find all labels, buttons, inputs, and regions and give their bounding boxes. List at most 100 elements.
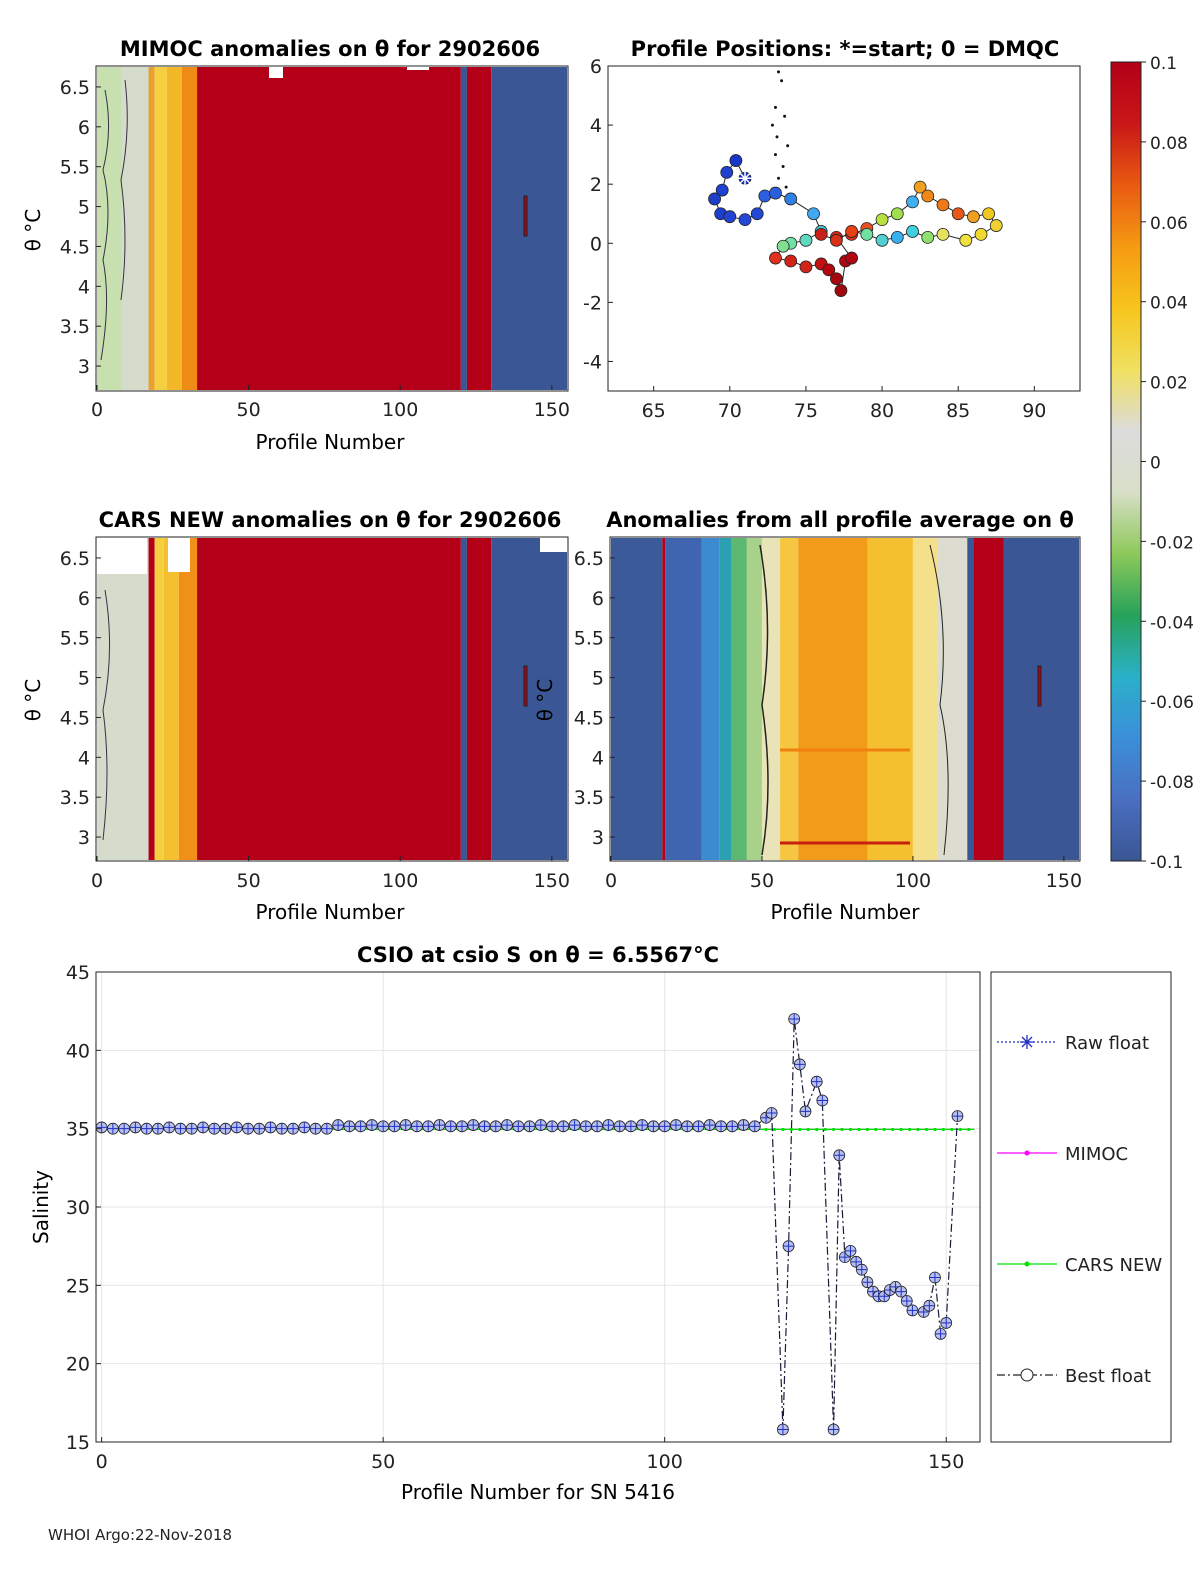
salinity-raw-marker <box>468 1120 479 1131</box>
salinity-y-tick-label: 45 <box>66 962 90 984</box>
mimoc-heatmap-column <box>166 67 182 390</box>
average-heatmap-column <box>973 538 1004 860</box>
average-heatmap-column <box>662 538 666 860</box>
mimoc-heatmap-column <box>97 67 122 390</box>
positions-point <box>890 207 904 221</box>
colorbar-tick-label: -0.08 <box>1150 773 1194 793</box>
salinity-raw-marker <box>107 1123 118 1134</box>
salinity-cars-point <box>815 1127 819 1132</box>
average-heatmap-column <box>937 538 968 860</box>
positions-point <box>738 213 752 227</box>
positions-y-tick-label: 4 <box>590 115 602 137</box>
salinity-lines <box>95 1013 975 1436</box>
salinity-raw-marker <box>220 1123 231 1134</box>
salinity-cars-point <box>874 1127 878 1132</box>
salinity-raw-marker <box>400 1120 411 1131</box>
salinity-raw-marker <box>423 1121 434 1132</box>
mimoc-ylabel: θ °C <box>21 209 45 252</box>
cars-y-tick-label: 6.5 <box>60 548 90 570</box>
mimoc-heatmap-column <box>181 67 198 390</box>
salinity-raw-marker <box>879 1291 890 1302</box>
mimoc-heatmap-column <box>154 67 167 390</box>
salinity-raw-marker <box>547 1121 558 1132</box>
salinity-raw-marker <box>834 1150 845 1161</box>
average-y-tick-label: 4 <box>592 747 604 769</box>
salinity-cars-point <box>823 1127 827 1132</box>
positions-point <box>875 233 889 247</box>
salinity-raw-marker <box>817 1095 828 1106</box>
cars-spot <box>523 665 528 707</box>
mimoc-title: MIMOC anomalies on θ for 2902606 <box>120 37 540 61</box>
mimoc-heatmap <box>97 62 567 390</box>
salinity-panel: CSIO at csio S on θ = 6.5567°C Profile N… <box>29 943 981 1504</box>
average-y-tick-label: 5.5 <box>574 628 604 650</box>
cars-panel: CARS NEW anomalies on θ for 2902606 Prof… <box>21 508 570 924</box>
mimoc-heatmap-column <box>460 67 467 390</box>
salinity-raw-marker <box>456 1121 467 1132</box>
positions-point <box>906 195 919 209</box>
colorbar-tick-label: 0.08 <box>1150 134 1188 154</box>
salinity-raw-marker <box>766 1108 777 1118</box>
average-x-tick-label: 100 <box>895 870 931 892</box>
salinity-xlabel: Profile Number for SN 5416 <box>401 1480 675 1504</box>
positions-y-tick-label: 6 <box>590 56 602 78</box>
cars-contour <box>102 589 111 841</box>
salinity-cars-point <box>764 1127 768 1132</box>
average-heatmap-column <box>719 538 732 860</box>
salinity-raw-marker <box>856 1264 867 1275</box>
cars-ylabel: θ °C <box>21 679 45 722</box>
positions-x-tick-label: 90 <box>1022 400 1046 422</box>
legend-label: MIMOC <box>1065 1144 1128 1165</box>
colorbar-tick-label: 0 <box>1150 454 1161 474</box>
positions-point <box>890 230 904 244</box>
positions-reference-point <box>770 123 774 127</box>
cars-y-tick-label: 4 <box>78 747 90 769</box>
salinity-raw-marker <box>580 1121 591 1132</box>
salinity-raw-marker <box>299 1122 310 1133</box>
positions-title: Profile Positions: *=start; 0 = DMQC <box>631 37 1060 61</box>
positions-point <box>845 251 859 265</box>
cars-y-tick-label: 6 <box>78 588 90 610</box>
salinity-raw-marker <box>845 1245 856 1256</box>
salinity-raw-marker <box>535 1120 546 1131</box>
salinity-raw-marker <box>693 1121 704 1132</box>
salinity-raw-marker <box>524 1121 535 1132</box>
positions-point <box>720 165 734 179</box>
average-heatmap-column <box>761 538 781 860</box>
salinity-raw-marker <box>434 1120 445 1131</box>
salinity-raw-marker <box>288 1123 299 1134</box>
average-ylabel: θ °C <box>533 679 557 722</box>
positions-point <box>921 189 935 203</box>
cars-x-tick-label: 50 <box>237 870 261 892</box>
salinity-raw-marker <box>152 1123 163 1134</box>
salinity-cars-point <box>891 1127 895 1132</box>
salinity-raw-marker <box>479 1121 490 1132</box>
salinity-raw-marker <box>828 1424 839 1435</box>
salinity-cars-point <box>899 1127 903 1132</box>
average-y-tick-label: 4.5 <box>574 707 604 729</box>
average-heatmap-column <box>912 538 938 860</box>
mimoc-heatmap-column <box>148 67 155 390</box>
salinity-raw-marker <box>839 1252 850 1263</box>
salinity-raw-marker <box>862 1277 873 1288</box>
salinity-raw-marker <box>648 1121 659 1132</box>
cars-xlabel: Profile Number <box>256 900 406 924</box>
positions-point <box>769 251 782 265</box>
positions-point <box>967 210 980 224</box>
salinity-cars-point <box>916 1127 920 1132</box>
average-y-tick-label: 5 <box>592 668 604 690</box>
salinity-cars-point <box>967 1127 971 1132</box>
salinity-raw-marker <box>659 1121 670 1132</box>
positions-panel: Profile Positions: *=start; 0 = DMQC 65 7… <box>583 37 1081 422</box>
salinity-raw-marker <box>738 1120 749 1131</box>
average-heatmap-column <box>611 538 663 860</box>
salinity-raw-marker <box>614 1121 625 1132</box>
salinity-raw-marker <box>592 1121 603 1132</box>
salinity-x-tick-label: 100 <box>647 1451 683 1473</box>
positions-x-tick-label: 70 <box>718 400 742 422</box>
salinity-cars-point <box>924 1127 929 1132</box>
cars-heatmap-column <box>460 538 467 860</box>
positions-point <box>936 228 950 241</box>
salinity-raw-marker <box>355 1121 366 1132</box>
positions-reference-point <box>783 114 787 118</box>
